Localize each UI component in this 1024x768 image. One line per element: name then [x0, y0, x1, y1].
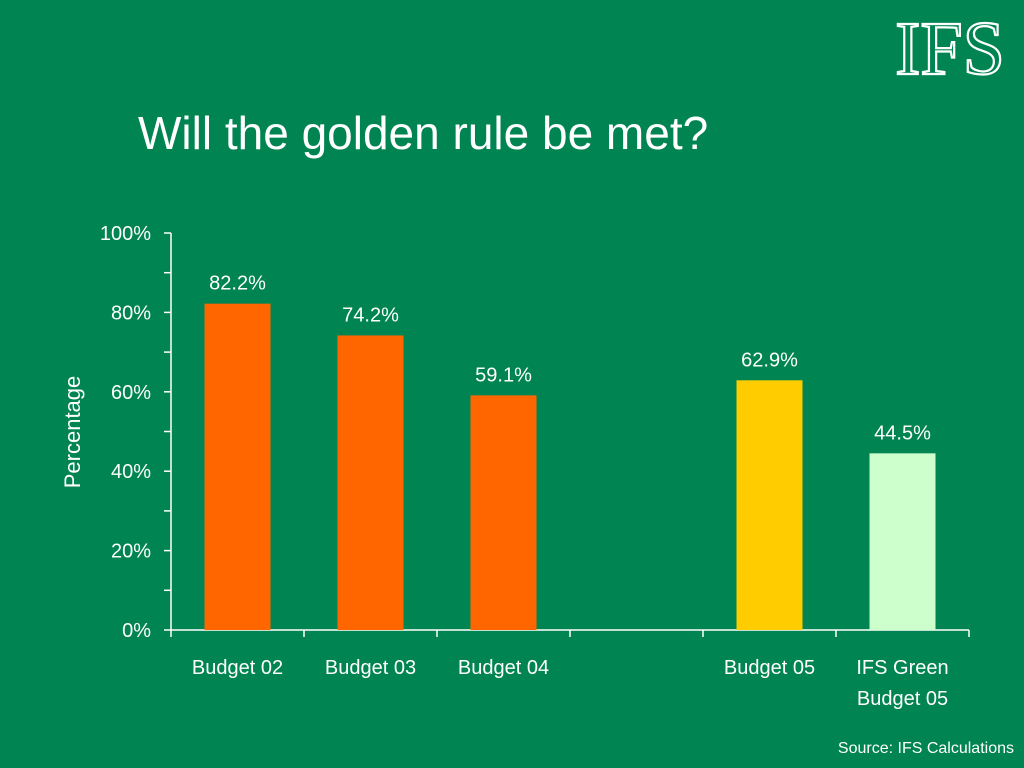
source-note: Source: IFS Calculations — [837, 740, 1014, 757]
x-tick-label: Budget 02 — [192, 657, 283, 679]
chart-data-labels: 82.2% 74.2% 59.1% 62.9% 44.5% — [209, 273, 931, 445]
bar-value-label: 74.2% — [342, 304, 399, 326]
bar — [736, 380, 803, 630]
x-tick-label: Budget 05 — [724, 657, 815, 679]
slide-title: Will the golden rule be met? — [138, 107, 709, 159]
chart-x-tick-labels: Budget 02 Budget 03 Budget 04 Budget 05 IFS … — [192, 657, 949, 710]
x-tick-label: Budget 03 — [325, 657, 416, 679]
y-tick-label: 0% — [122, 620, 151, 642]
chart-axes — [164, 232, 970, 637]
bar-value-label: 44.5% — [874, 422, 931, 444]
bar-value-label: 62.9% — [741, 349, 798, 371]
y-axis-label: Percentage — [60, 376, 85, 489]
chart-bars — [204, 303, 936, 630]
ifs-logo: IFS — [894, 8, 1006, 84]
y-tick-label: 40% — [111, 461, 151, 483]
x-tick-label: Budget 04 — [458, 657, 549, 679]
bar-value-label: 82.2% — [209, 273, 266, 295]
bar-value-label: 59.1% — [475, 364, 532, 386]
bar — [204, 303, 271, 630]
y-tick-label: 60% — [111, 382, 151, 404]
x-tick-label: IFS Green Budget 05 — [856, 657, 948, 710]
y-tick-label: 80% — [111, 302, 151, 324]
bar — [470, 395, 537, 630]
bar — [337, 335, 404, 630]
bar — [869, 453, 936, 630]
chart-y-tick-labels: 0% 20% 40% 60% 80% 100% — [100, 223, 151, 642]
y-tick-label: 20% — [111, 541, 151, 563]
ifs-logo-text: IFS — [895, 8, 1005, 84]
y-tick-label: 100% — [100, 223, 151, 245]
